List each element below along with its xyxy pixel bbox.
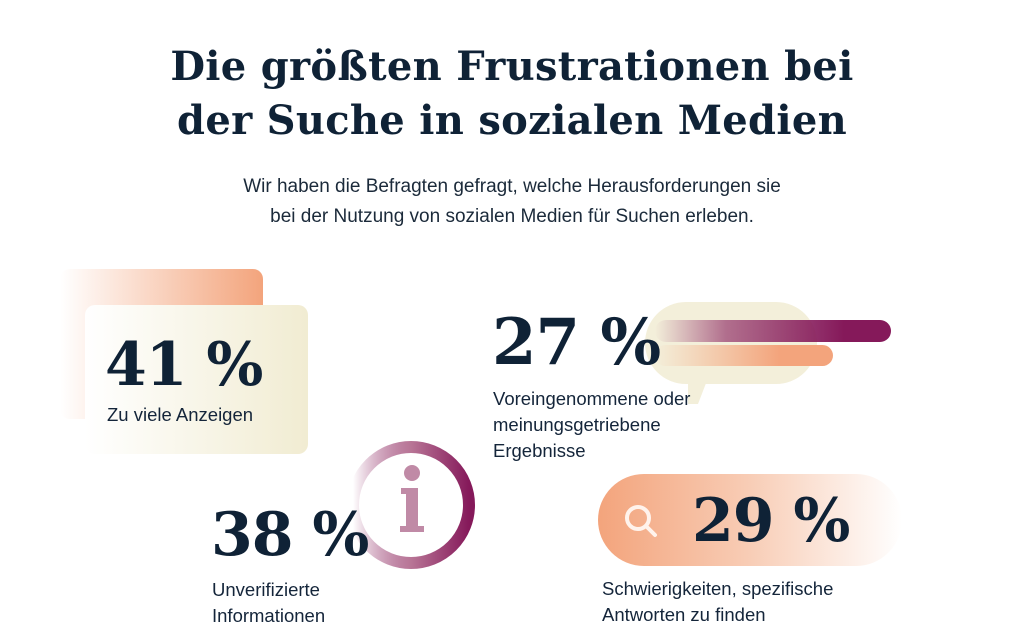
label-line: Ergebnisse [493, 440, 586, 461]
info-icon [347, 441, 475, 569]
bar-orange [655, 345, 833, 366]
bar-purple [655, 320, 891, 342]
title-line-1: Die größten Frustrationen bei [170, 43, 854, 90]
stat-label-unverified: Unverifizierte Informationen [212, 577, 325, 629]
label-line: Schwierigkeiten, spezifische [602, 578, 834, 599]
stat-value-biased: 27 % [492, 305, 661, 380]
page-title: Die größten Frustrationen bei der Suche … [0, 40, 1024, 148]
stat-value-specific-answers: 29 % [692, 486, 850, 556]
ads-card [85, 305, 308, 454]
subtitle: Wir haben die Befragten gefragt, welche … [0, 172, 1024, 232]
stat-value-ads: 41 % [105, 330, 263, 400]
stat-label-ads: Zu viele Anzeigen [107, 404, 254, 425]
stat-label-specific-answers: Schwierigkeiten, spezifische Antworten z… [602, 576, 833, 628]
label-line: Voreingenommene oder [493, 388, 691, 409]
speech-bubble-icon [645, 302, 817, 384]
label-line: Antworten zu finden [602, 604, 766, 625]
stat-label-biased: Voreingenommene oder meinungsgetriebene … [493, 386, 690, 464]
stat-value-unverified: 38 % [211, 500, 369, 570]
subtitle-line-1: Wir haben die Befragten gefragt, welche … [243, 176, 781, 197]
label-line: Informationen [212, 605, 326, 626]
search-icon [625, 505, 657, 537]
title-line-2: der Suche in sozialen Medien [177, 97, 847, 144]
speech-bubble-tail [688, 378, 708, 404]
label-line: meinungsgetriebene [493, 414, 661, 435]
label-line: Unverifizierte [212, 579, 320, 600]
subtitle-line-2: bei der Nutzung von sozialen Medien für … [270, 206, 754, 227]
